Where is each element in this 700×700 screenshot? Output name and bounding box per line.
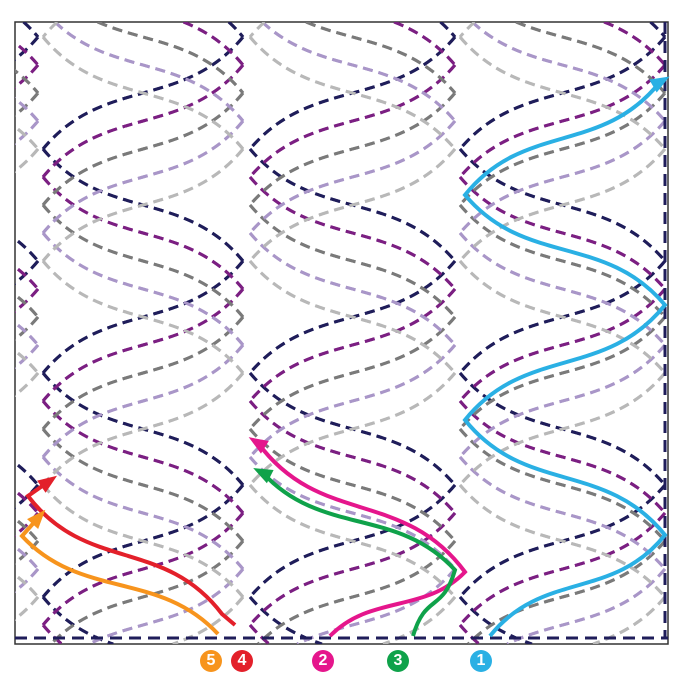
stitch-routes — [19, 76, 670, 638]
wave-line — [41, 36, 245, 644]
route-1-arrowhead-icon — [649, 76, 670, 93]
route-badge-4: 4 — [231, 650, 253, 672]
route-4-arrowhead-icon — [37, 475, 58, 493]
wave-line — [41, 22, 245, 644]
wave-line — [248, 22, 457, 644]
route-1-path — [462, 80, 668, 638]
wave-line — [15, 97, 40, 593]
route-badge-1: 1 — [470, 650, 492, 672]
route-2-arrowhead-icon — [248, 437, 269, 454]
wave-line — [41, 22, 245, 644]
wave-line — [41, 22, 245, 644]
wave-line — [41, 22, 245, 644]
wave-line — [41, 22, 245, 644]
wave-line — [41, 22, 245, 644]
wave-line — [248, 22, 457, 644]
route-2-path — [256, 441, 468, 638]
wave-line — [248, 22, 457, 644]
route-5-path — [19, 516, 220, 636]
route-3-arrowhead-icon — [253, 468, 274, 484]
wave-line — [248, 22, 457, 644]
wave-line — [248, 22, 457, 644]
wave-line — [458, 22, 667, 644]
wave-line — [41, 22, 245, 644]
frame-border — [14, 21, 669, 645]
wave-line — [248, 36, 457, 644]
wave-line — [41, 22, 245, 644]
route-5-arrowhead-icon — [27, 509, 46, 529]
route-badge-2: 2 — [312, 650, 334, 672]
wave-line — [458, 36, 667, 644]
wave-line — [41, 22, 245, 644]
wave-pattern — [15, 22, 668, 644]
wave-line — [248, 22, 457, 644]
wave-line — [458, 22, 667, 644]
wave-line — [458, 22, 667, 644]
route-3-path — [261, 471, 458, 637]
route-badge-3: 3 — [387, 650, 409, 672]
route-badge-5: 5 — [200, 650, 222, 672]
wave-line — [248, 22, 457, 644]
wave-line — [248, 22, 457, 644]
wave-line — [248, 22, 457, 644]
